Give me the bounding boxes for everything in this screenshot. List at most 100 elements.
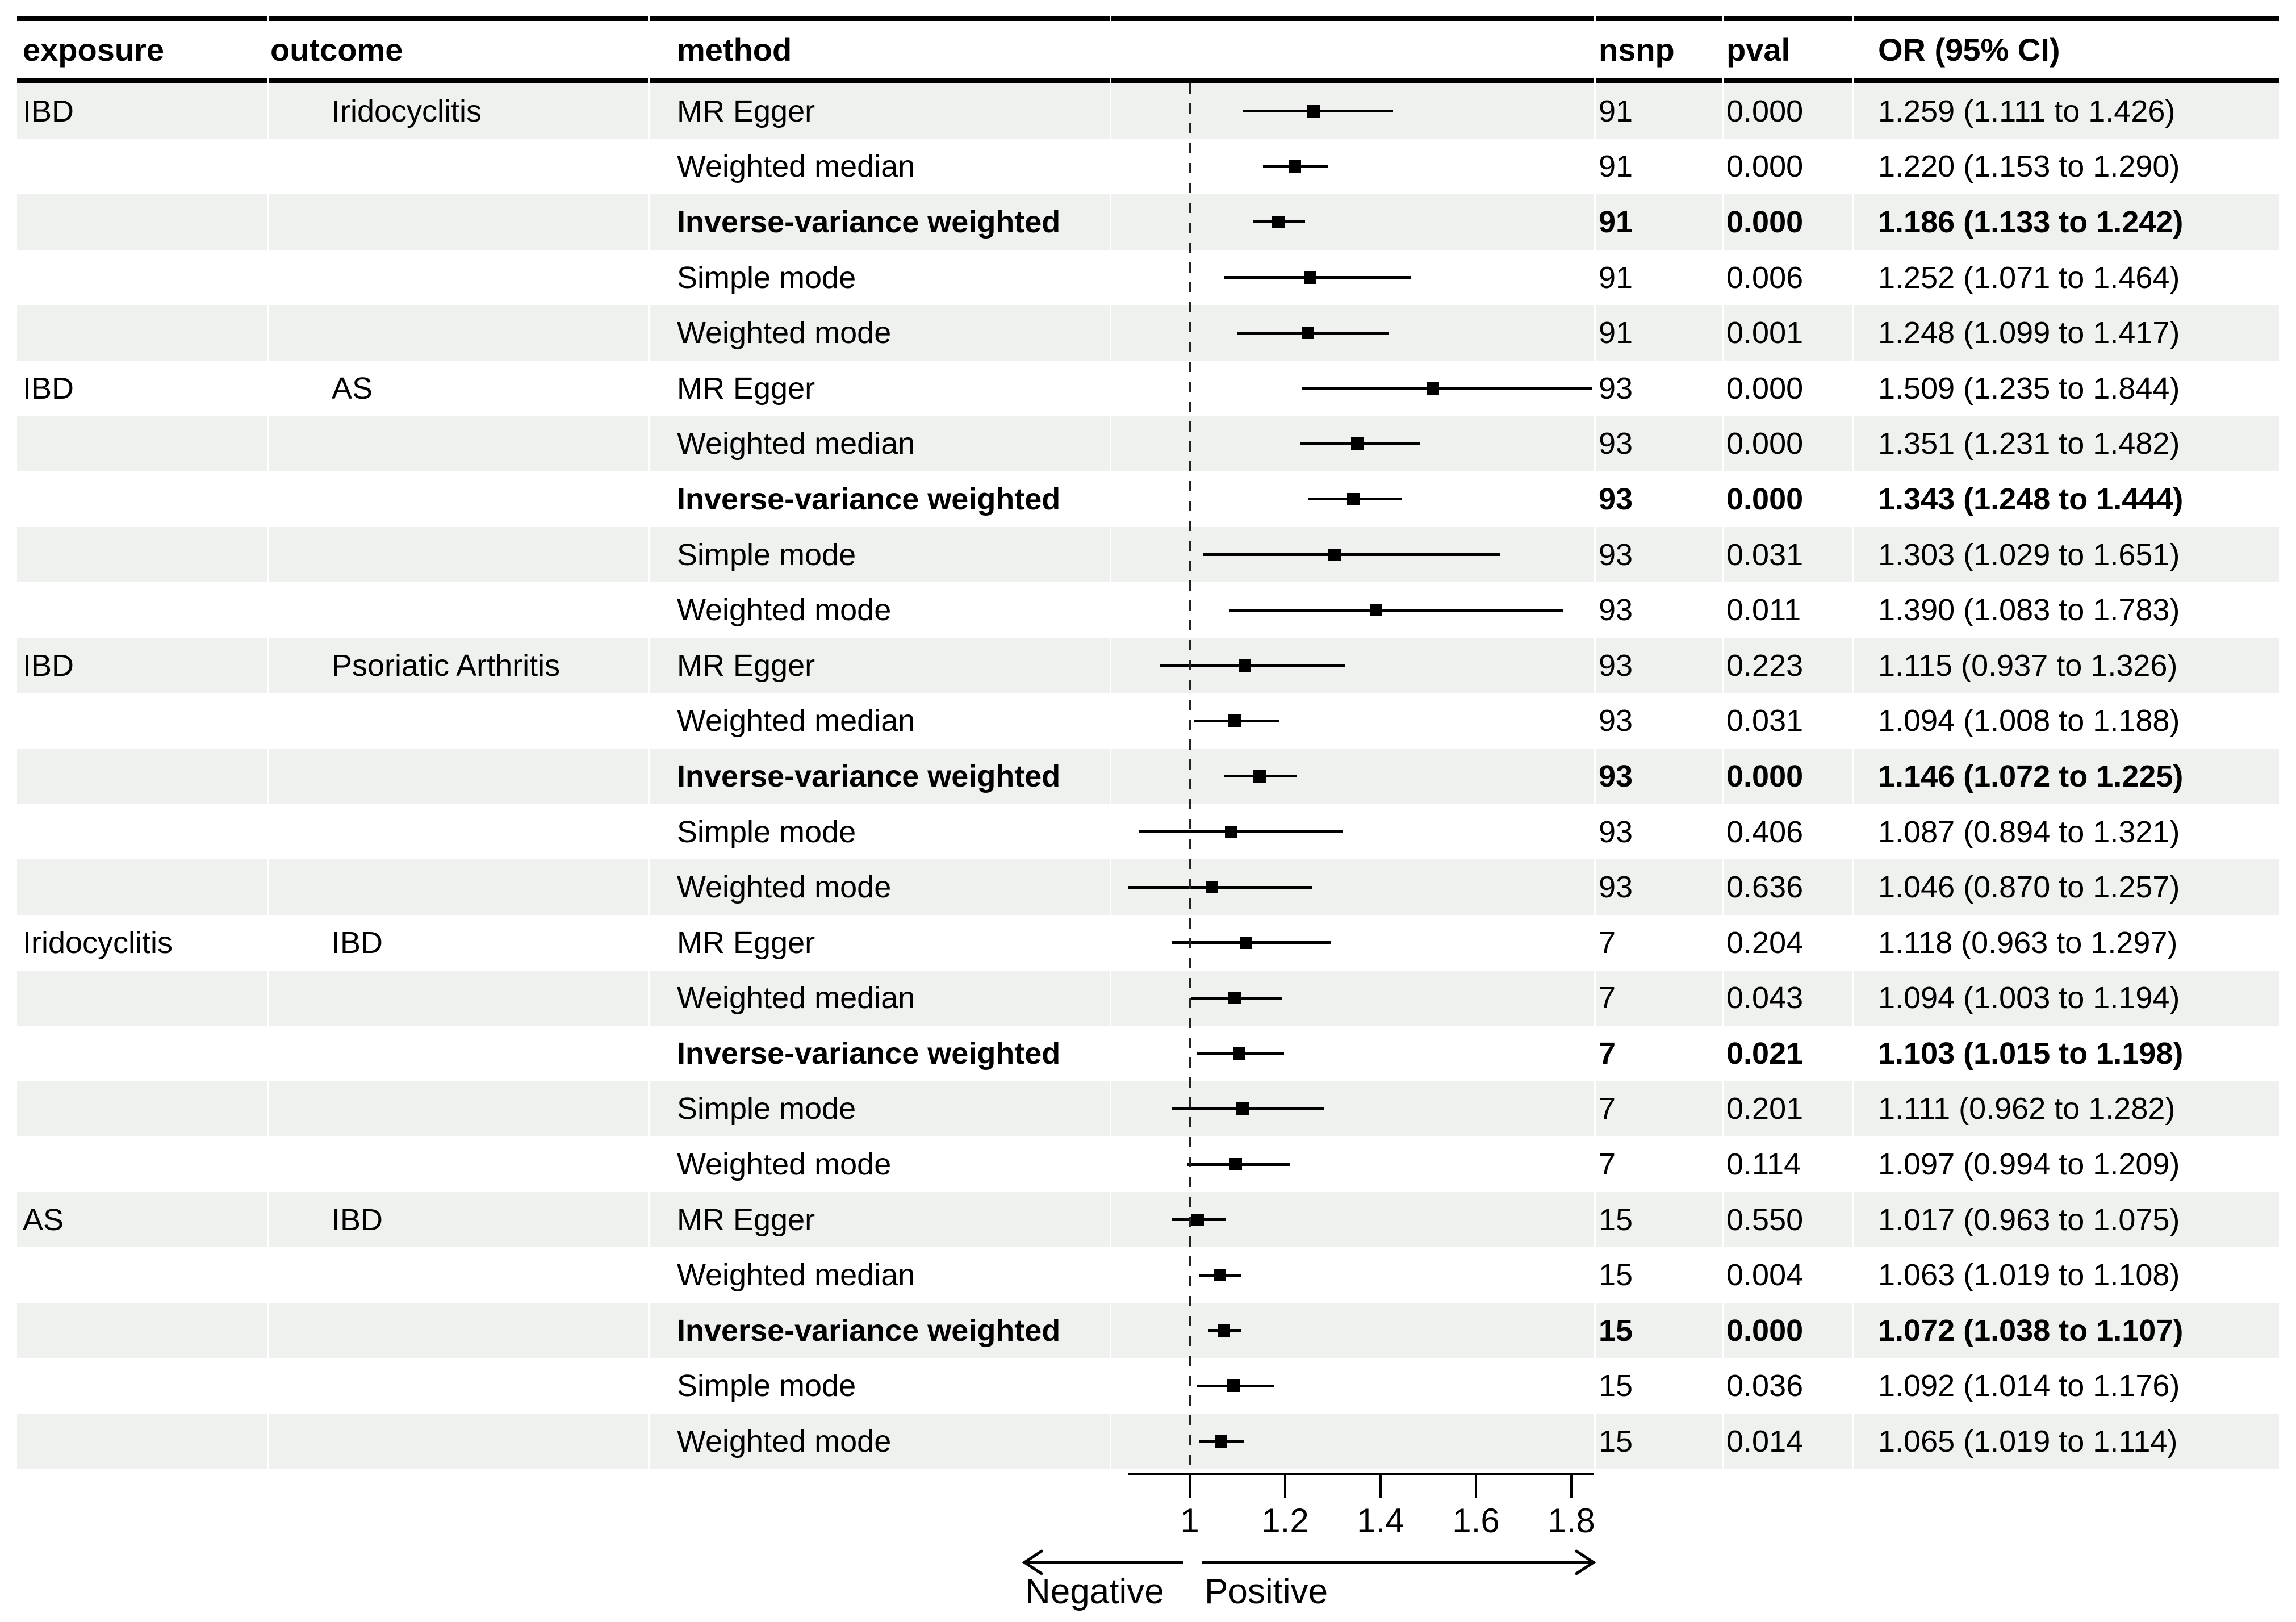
point-estimate-marker (1302, 327, 1315, 340)
or-ci-cell: 1.111 (0.962 to 1.282) (1854, 1081, 2279, 1137)
nsnp-cell: 93 (1596, 637, 1722, 693)
nsnp-cell: 93 (1596, 859, 1722, 915)
method-cell: Simple mode (677, 1369, 856, 1403)
outcome-cell (269, 139, 648, 195)
or-ci-cell: 1.118 (0.963 to 1.297) (1878, 925, 2178, 960)
exposure-cell (17, 250, 267, 306)
nsnp-cell: 7 (1599, 1147, 1616, 1182)
method-cell: MR Egger (650, 637, 1110, 693)
nsnp-cell: 15 (1599, 1369, 1633, 1403)
method-cell: MR Egger (677, 371, 815, 406)
outcome-cell (269, 194, 648, 250)
point-estimate-marker (1328, 548, 1341, 561)
x-axis-tick-label: 1.4 (1357, 1502, 1404, 1540)
or-ci-cell: 1.146 (1.072 to 1.225) (1854, 749, 2279, 804)
method-cell: Weighted median (650, 416, 1110, 472)
pval-cell: 0.031 (1726, 704, 1804, 738)
forest-plot-cell (1111, 1192, 1594, 1248)
point-estimate-marker (1272, 215, 1285, 228)
exposure-cell (17, 582, 267, 638)
pval-cell: 0.550 (1724, 1192, 1852, 1248)
exposure-cell: Iridocyclitis (23, 925, 173, 960)
nsnp-cell: 15 (1596, 1192, 1722, 1248)
point-estimate-marker (1303, 271, 1316, 284)
forest-plot-cell (1111, 471, 1594, 527)
nsnp-cell: 7 (1599, 925, 1616, 960)
column-header-method: method (650, 16, 1110, 83)
or-ci-cell: 1.094 (1.003 to 1.194) (1854, 970, 2279, 1026)
nsnp-cell: 91 (1596, 305, 1722, 361)
or-ci-cell: 1.509 (1.235 to 1.844) (1878, 371, 2180, 406)
pval-cell: 0.000 (1724, 194, 1852, 250)
or-ci-cell: 1.186 (1.133 to 1.242) (1854, 194, 2279, 250)
outcome-cell (269, 693, 648, 749)
point-estimate-marker (1426, 382, 1439, 395)
forest-plot-cell (1111, 416, 1594, 472)
pval-cell: 0.004 (1726, 1258, 1804, 1293)
nsnp-cell: 91 (1596, 194, 1722, 250)
column-header-pval: pval (1724, 16, 1852, 83)
positive-label: Positive (1205, 1572, 1328, 1611)
forest-plot-cell (1111, 526, 1594, 583)
exposure-cell (17, 416, 267, 472)
exposure-cell (17, 526, 267, 583)
outcome-cell (269, 250, 648, 306)
point-estimate-marker (1253, 770, 1266, 783)
or-ci-cell: 1.220 (1.153 to 1.290) (1878, 149, 2180, 184)
nsnp-cell: 91 (1599, 260, 1633, 295)
pval-cell: 0.006 (1726, 260, 1804, 295)
point-estimate-marker (1214, 1435, 1227, 1448)
or-ci-cell: 1.303 (1.029 to 1.651) (1854, 526, 2279, 583)
point-estimate-marker (1232, 1047, 1245, 1060)
positive-arrow (1202, 1549, 1596, 1576)
pval-cell: 0.000 (1724, 83, 1852, 139)
outcome-cell (269, 1358, 648, 1414)
or-ci-cell: 1.065 (1.019 to 1.114) (1854, 1414, 2279, 1469)
forest-plot-cell (1111, 1247, 1594, 1303)
or-ci-cell: 1.390 (1.083 to 1.783) (1878, 593, 2180, 628)
pval-cell: 0.021 (1726, 1036, 1804, 1071)
or-ci-cell: 1.259 (1.111 to 1.426) (1854, 83, 2279, 139)
outcome-cell (269, 1303, 648, 1358)
nsnp-cell: 93 (1599, 704, 1633, 738)
outcome-cell: IBD (269, 1192, 648, 1248)
column-header-plot (1111, 16, 1594, 83)
outcome-cell (269, 859, 648, 915)
or-ci-cell: 1.087 (0.894 to 1.321) (1878, 814, 2180, 849)
method-cell: Weighted mode (677, 593, 892, 628)
point-estimate-marker (1228, 714, 1241, 728)
ci-line (1127, 885, 1312, 889)
point-estimate-marker (1347, 492, 1360, 505)
exposure-cell (17, 1358, 267, 1414)
or-ci-cell: 1.097 (0.994 to 1.209) (1878, 1147, 2180, 1182)
outcome-cell: Psoriatic Arthritis (269, 637, 648, 693)
forest-plot-cell (1111, 693, 1594, 749)
outcome-cell (269, 305, 648, 361)
ci-line (1302, 387, 1592, 390)
pval-cell: 0.000 (1724, 749, 1852, 804)
pval-cell: 0.036 (1726, 1369, 1804, 1403)
exposure-cell: IBD (23, 371, 74, 406)
point-estimate-marker (1240, 936, 1253, 949)
or-ci-cell: 1.248 (1.099 to 1.417) (1854, 305, 2279, 361)
exposure-cell (17, 804, 267, 860)
column-header-outcome: outcome (269, 16, 648, 83)
outcome-cell: IBD (332, 925, 383, 960)
forest-plot-cell (1111, 1081, 1594, 1137)
point-estimate-marker (1369, 604, 1382, 617)
forest-plot-cell (1111, 139, 1594, 195)
or-ci-cell: 1.115 (0.937 to 1.326) (1854, 637, 2279, 693)
forest-table: exposure outcome method nsnp pval OR (95… (17, 16, 2279, 1469)
ci-line (1139, 830, 1343, 834)
outcome-cell: AS (332, 371, 373, 406)
pval-cell: 0.043 (1724, 970, 1852, 1026)
outcome-cell (269, 1414, 648, 1469)
point-estimate-marker (1228, 992, 1241, 1005)
x-axis-tick-label: 1 (1180, 1502, 1199, 1540)
method-cell: Weighted median (677, 1258, 915, 1293)
nsnp-cell: 93 (1596, 416, 1722, 472)
x-axis-tick-label: 1.6 (1452, 1502, 1500, 1540)
negative-arrow (1022, 1549, 1183, 1576)
forest-plot-cell (1111, 1026, 1594, 1081)
nsnp-cell: 93 (1599, 814, 1633, 849)
